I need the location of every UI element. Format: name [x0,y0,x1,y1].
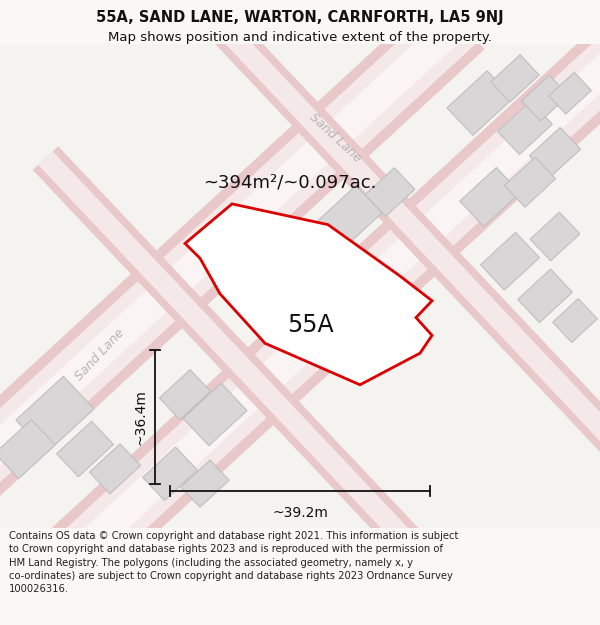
Polygon shape [529,127,581,177]
Polygon shape [32,146,467,604]
Polygon shape [497,101,553,154]
Text: Contains OS data © Crown copyright and database right 2021. This information is : Contains OS data © Crown copyright and d… [9,531,458,594]
Text: 55A: 55A [287,314,334,338]
Polygon shape [41,0,600,590]
Polygon shape [548,72,592,114]
Polygon shape [16,376,94,452]
Text: 55A, SAND LANE, WARTON, CARNFORTH, LA5 9NJ: 55A, SAND LANE, WARTON, CARNFORTH, LA5 9… [96,9,504,24]
Polygon shape [481,232,539,290]
Polygon shape [143,447,197,501]
Text: ~394m²/~0.097ac.: ~394m²/~0.097ac. [203,173,377,191]
Polygon shape [0,11,469,625]
Polygon shape [0,0,485,625]
Polygon shape [521,75,568,121]
Polygon shape [185,204,432,385]
Polygon shape [89,444,140,494]
Polygon shape [218,22,600,470]
Text: ~36.4m: ~36.4m [133,389,147,445]
Polygon shape [183,383,247,446]
Polygon shape [518,269,572,322]
Text: ~39.2m: ~39.2m [272,506,328,521]
Text: Map shows position and indicative extent of the property.: Map shows position and indicative extent… [108,31,492,44]
Polygon shape [0,2,478,625]
Polygon shape [32,0,600,599]
Polygon shape [505,157,556,207]
Polygon shape [25,0,600,606]
Text: Sand Lane: Sand Lane [73,327,127,384]
Polygon shape [212,18,600,475]
Polygon shape [160,369,211,419]
Polygon shape [447,71,513,136]
Polygon shape [530,212,580,261]
Polygon shape [460,168,520,226]
Polygon shape [0,419,55,479]
Polygon shape [553,299,598,343]
Polygon shape [365,168,415,216]
Text: Sand Lane: Sand Lane [307,111,364,165]
Polygon shape [181,460,229,508]
Polygon shape [56,421,113,477]
Polygon shape [491,55,539,102]
Polygon shape [318,186,382,248]
Polygon shape [38,151,462,599]
